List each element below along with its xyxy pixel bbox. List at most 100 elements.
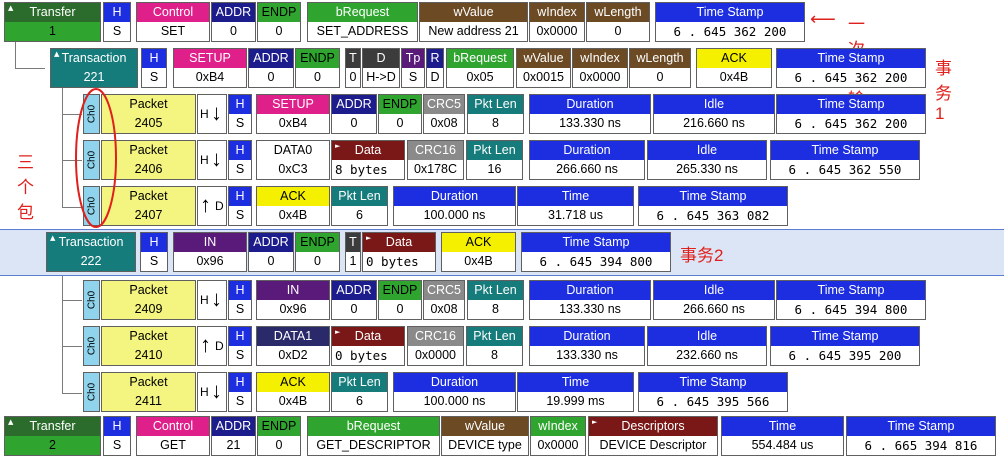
direction-letter: D: [215, 339, 224, 353]
idle-field: Idle 232.660 ns: [647, 326, 767, 366]
data-value: 0 bytes: [363, 252, 435, 271]
wvalue-field: wValue DEVICE type: [441, 416, 529, 456]
transaction-number: 222: [47, 252, 135, 271]
packet-field[interactable]: Packet 2407: [101, 186, 196, 226]
control-label: Control: [137, 3, 209, 23]
expand-icon[interactable]: ►: [335, 142, 341, 150]
packet-field[interactable]: Packet 2406: [101, 140, 196, 180]
speed-label: H: [229, 327, 251, 347]
windex-field: wIndex 0x0000: [572, 48, 628, 88]
transaction-field[interactable]: Transaction 221 ▲: [50, 48, 138, 88]
speed-value: S: [229, 206, 251, 225]
pktlen-field: Pkt Len 16: [466, 140, 523, 180]
data-field[interactable]: Data 8 bytes ►: [331, 140, 405, 180]
endp-value: 0: [296, 252, 339, 271]
duration-field: Duration 133.330 ns: [529, 94, 651, 134]
crc-value: 0x0000: [408, 346, 463, 365]
wvalue-field: wValue 0x0015: [516, 48, 571, 88]
addr-value: 21: [212, 436, 255, 455]
crc-label: CRC16: [408, 327, 463, 347]
endp-value: 0: [296, 68, 339, 87]
collapse-icon[interactable]: ▲: [54, 50, 60, 58]
data-field[interactable]: Data 0 bytes ►: [331, 326, 405, 366]
idle-label: Idle: [648, 327, 766, 347]
pid-field: DATA0 0xC3: [256, 140, 330, 180]
collapse-icon[interactable]: ▲: [50, 234, 56, 242]
direction-letter: D: [215, 199, 224, 213]
transaction-field[interactable]: Transaction 222 ▲: [46, 232, 136, 272]
duration-label: Duration: [394, 373, 515, 393]
three-packets-annotation: 三个包: [17, 153, 34, 222]
addr-label: ADDR: [249, 49, 293, 69]
toggle-value: 0: [346, 68, 360, 87]
transfer-field[interactable]: Transfer 2 ▲: [4, 416, 101, 456]
pktlen-value: 8: [468, 300, 523, 319]
tree-line-t2-p1: [62, 300, 82, 301]
packet-field[interactable]: Packet 2410: [101, 326, 196, 366]
expand-icon[interactable]: ►: [366, 234, 372, 242]
wvalue-field: wValue New address 21: [419, 2, 528, 42]
timestamp-value: 6 . 645 363 082: [639, 206, 787, 225]
recipient-label: R: [427, 49, 443, 69]
time-field: Time 31.718 us: [517, 186, 634, 226]
tree-line-t1-p2: [62, 160, 82, 161]
pktlen-field: Pkt Len 6: [331, 372, 388, 412]
timestamp-value: 6 . 645 395 200: [771, 346, 919, 365]
timestamp-label: Time Stamp: [771, 327, 919, 347]
wvalue-label: wValue: [517, 49, 570, 69]
descriptors-field[interactable]: Descriptors DEVICE Descriptor ►: [588, 416, 718, 456]
toggle-field: T 1: [345, 232, 361, 272]
collapse-icon[interactable]: ▲: [8, 418, 14, 426]
packet-label: Packet: [102, 373, 195, 393]
descriptors-value: DEVICE Descriptor: [589, 436, 717, 455]
pktlen-label: Pkt Len: [332, 187, 387, 207]
speed-label: H: [104, 417, 130, 437]
control-field: Control SET: [136, 2, 210, 42]
transaction-number: 221: [51, 68, 137, 87]
ack-field: ACK 0x4B: [696, 48, 772, 88]
endp-value: 0: [379, 300, 421, 319]
timestamp-value: 6 . 645 394 800: [777, 300, 925, 319]
time-field: Time 19.999 ms: [517, 372, 634, 412]
wlength-label: wLength: [587, 3, 649, 23]
pktlen-field: Pkt Len 8: [466, 326, 523, 366]
idle-label: Idle: [654, 281, 774, 301]
expand-icon[interactable]: ►: [592, 418, 598, 426]
type-value: S: [402, 68, 424, 87]
pid-label: DATA0: [257, 141, 329, 161]
duration-label: Duration: [530, 281, 650, 301]
duration-value: 133.330 ns: [530, 346, 644, 365]
type-label: Tp: [402, 49, 424, 69]
duration-label: Duration: [394, 187, 515, 207]
wvalue-value: 0x0015: [517, 68, 570, 87]
arrow-down-icon: ↓: [211, 286, 222, 311]
data-field[interactable]: Data 0 bytes ►: [362, 232, 436, 272]
idle-value: 266.660 ns: [654, 300, 774, 319]
packet-field[interactable]: Packet 2409: [101, 280, 196, 320]
channel-indicator: Ch0: [83, 372, 100, 412]
crc-field: CRC16 0x178C: [407, 140, 464, 180]
speed-field: H S: [228, 140, 252, 180]
timestamp-field: Time Stamp 6 . 645 363 082: [638, 186, 788, 226]
collapse-icon[interactable]: ▲: [8, 4, 14, 12]
duration-value: 133.330 ns: [530, 300, 650, 319]
packet-number: 2411: [102, 392, 195, 411]
transfer-label: Transfer: [5, 3, 100, 23]
addr-value: 0: [212, 22, 255, 41]
timestamp-label: Time Stamp: [777, 281, 925, 301]
data-value: 0 bytes: [332, 346, 404, 365]
wvalue-label: wValue: [442, 417, 528, 437]
packet-field[interactable]: Packet 2411: [101, 372, 196, 412]
transaction-row-222[interactable]: Transaction 222 ▲ H S IN 0x96 ADDR 0 END…: [0, 229, 1004, 276]
timestamp-label: Time Stamp: [771, 141, 919, 161]
packet-label: Packet: [102, 327, 195, 347]
addr-value: 0: [332, 300, 376, 319]
crc-field: CRC16 0x0000: [407, 326, 464, 366]
pid-label: DATA1: [257, 327, 329, 347]
packet-field[interactable]: Packet 2405: [101, 94, 196, 134]
expand-icon[interactable]: ►: [335, 328, 341, 336]
transfer-field[interactable]: Transfer 1 ▲: [4, 2, 101, 42]
timestamp-field: Time Stamp 6 . 645 395 566: [638, 372, 788, 412]
pid-field: ACK 0x4B: [256, 372, 330, 412]
tree-line-t1-p3: [62, 207, 82, 208]
